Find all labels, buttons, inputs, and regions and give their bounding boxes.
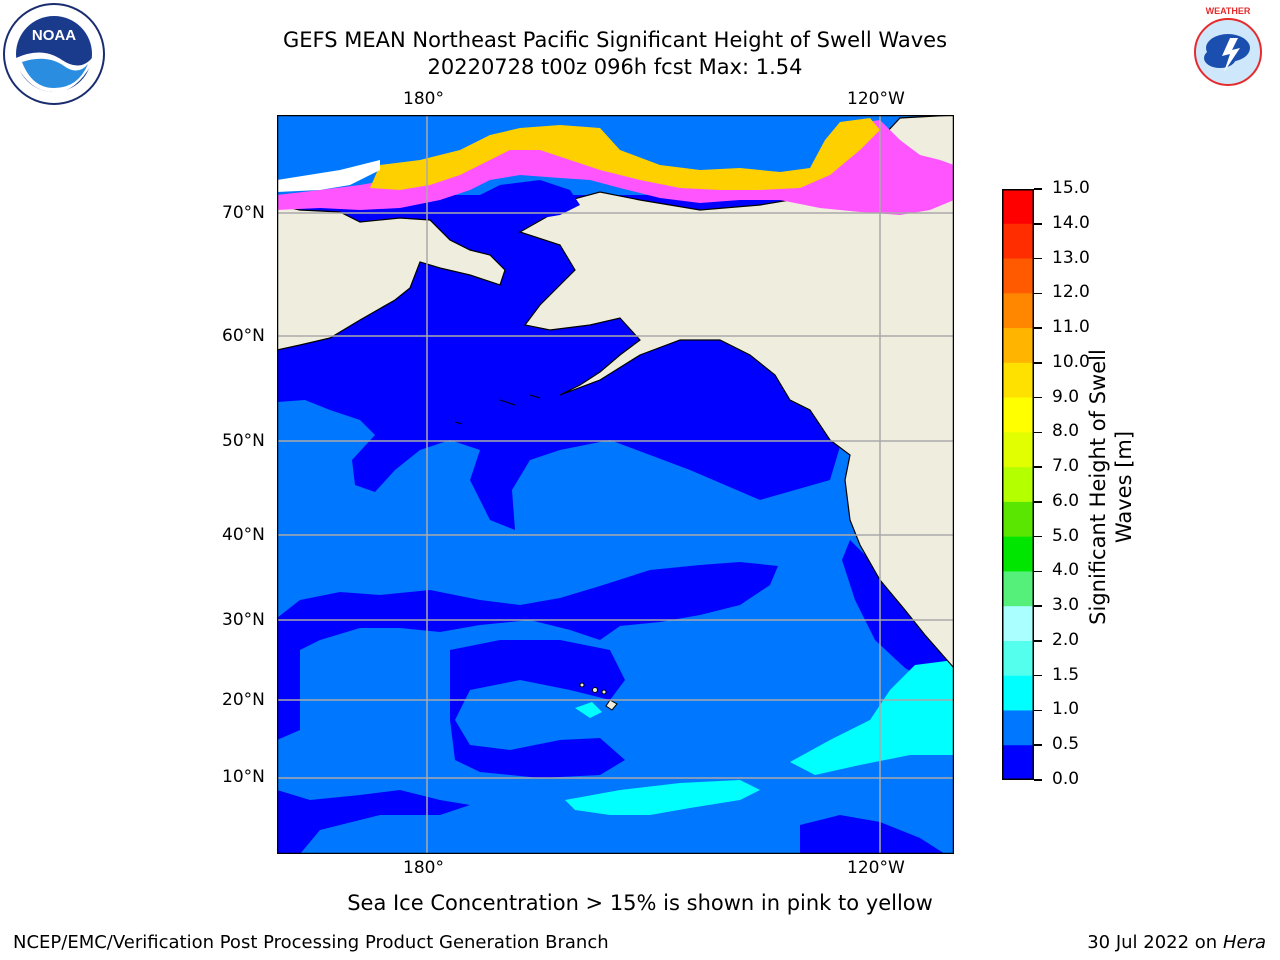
colorbar-tick-label: 14.0 [1052, 212, 1090, 233]
colorbar-bin-7.0-8.0 [1002, 432, 1034, 468]
colorbar-bin-0.5-1.0 [1002, 710, 1034, 746]
svg-text:NOAA: NOAA [32, 27, 76, 44]
colorbar-bin-6.0-7.0 [1002, 467, 1034, 503]
lon-label-bottom-180: 180° [403, 858, 444, 878]
colorbar-tick-label: 1.0 [1052, 699, 1080, 720]
lat-label-30n: 30°N [222, 610, 265, 630]
colorbar-bin-13.0-14.0 [1002, 223, 1034, 260]
lat-label-20n: 20°N [222, 690, 265, 710]
colorbar-tick-mark [1034, 431, 1042, 434]
colorbar-tick-mark [1034, 570, 1042, 573]
colorbar-tick-label: 0.5 [1052, 734, 1080, 755]
colorbar-bin-1.0-1.5 [1002, 675, 1034, 711]
colorbar-tick-mark [1034, 779, 1042, 781]
swell-0-0.5-subtropical-blob [450, 640, 625, 778]
colorbar-bin-5.0-6.0 [1002, 501, 1034, 538]
colorbar-bin-0.0-0.5 [1002, 745, 1034, 781]
map-panel [276, 114, 955, 855]
land-aleutians [454, 394, 541, 425]
colorbar-tick-label: 10.0 [1052, 351, 1090, 372]
lon-label-bottom-120w: 120°W [847, 858, 905, 878]
lat-label-10n: 10°N [222, 767, 265, 787]
colorbar-bin-12.0-13.0 [1002, 258, 1034, 294]
colorbar-tick-mark [1034, 535, 1042, 538]
gridlines [277, 115, 954, 854]
colorbar-tick-label: 4.0 [1052, 560, 1080, 581]
lon-label-top-120w: 120°W [847, 89, 905, 109]
svg-text:WEATHER: WEATHER [1206, 6, 1251, 16]
colorbar-tick-label: 11.0 [1052, 317, 1090, 338]
land-siberia [277, 204, 506, 351]
colorbar-label: Significant Height of Swell Waves [m] [1085, 307, 1139, 667]
colorbar-bin-4.0-5.0 [1002, 536, 1034, 572]
colorbar-tick-label: 5.0 [1052, 525, 1080, 546]
colorbar-tick-mark [1034, 674, 1042, 677]
colorbar-tick-mark [1034, 501, 1042, 503]
footer-right: 30 Jul 2022 on Hera [1087, 932, 1266, 953]
map-svg [276, 114, 955, 855]
colorbar-tick-label: 12.0 [1052, 282, 1090, 303]
swell-0-0.5-southeast-patch [800, 815, 945, 854]
colorbar-tick-mark [1034, 257, 1042, 260]
colorbar-bin-1.5-2.0 [1002, 640, 1034, 677]
colorbar-tick-mark [1034, 362, 1042, 364]
swell-1.0-1.5-small-patch [575, 702, 602, 718]
colorbar-tick-mark [1034, 223, 1042, 225]
map-frame [276, 114, 955, 855]
colorbar-bin-2.0-3.0 [1002, 606, 1034, 642]
footer-date: 30 Jul 2022 on [1087, 932, 1223, 953]
colorbar [1002, 189, 1034, 781]
sea-ice-white-gap [277, 160, 380, 192]
colorbar-tick-label: 6.0 [1052, 490, 1080, 511]
colorbar-tick-mark [1034, 744, 1042, 746]
colorbar-tick-label: 1.5 [1052, 664, 1080, 685]
chukchi-open-water [470, 180, 580, 222]
nws-logo: WEATHER [1178, 2, 1278, 102]
colorbar-label-line2: Waves [m] [1112, 430, 1136, 544]
swell-1.0-1.5-south-patch [565, 780, 760, 815]
colorbar-label-line1: Significant Height of Swell [1086, 349, 1110, 625]
colorbar-tick-mark [1034, 292, 1042, 295]
colorbar-bin-3.0-4.0 [1002, 571, 1034, 607]
colorbar-tick-label: 15.0 [1052, 178, 1090, 198]
colorbar-bin-8.0-9.0 [1002, 397, 1034, 433]
lat-label-50n: 50°N [222, 431, 265, 451]
lon-label-top-180: 180° [403, 89, 444, 109]
noaa-logo: NOAA [2, 2, 106, 106]
colorbar-bin-10.0-11.0 [1002, 328, 1034, 364]
footer-left: NCEP/EMC/Verification Post Processing Pr… [13, 932, 609, 953]
colorbar-tick-mark [1034, 188, 1042, 190]
colorbar-tick-mark [1034, 466, 1042, 468]
swell-0-0.5-central-band [277, 562, 778, 740]
colorbar-tick-mark [1034, 327, 1042, 329]
colorbar-svg [1002, 189, 1034, 781]
plot-title-line2: 20220728 t00z 096h fcst Max: 1.54 [427, 55, 803, 79]
colorbar-tick-label: 13.0 [1052, 247, 1090, 268]
colorbar-tick-label: 2.0 [1052, 629, 1080, 650]
colorbar-tick-mark [1034, 605, 1042, 607]
lat-label-70n: 70°N [222, 203, 265, 223]
colorbar-tick-label: 0.0 [1052, 769, 1080, 789]
footer-host: Hera [1222, 932, 1266, 953]
lat-label-40n: 40°N [222, 525, 265, 545]
colorbar-tick-mark [1034, 709, 1042, 712]
colorbar-bin-11.0-12.0 [1002, 293, 1034, 329]
swell-1.0-1.5-east-patch [790, 660, 954, 775]
colorbar-bin-14.0-15.0 [1002, 189, 1034, 225]
swell-0-0.5-southwest-band [277, 790, 470, 854]
sea-ice-note: Sea Ice Concentration > 15% is shown in … [347, 891, 933, 915]
land-hawaii [579, 682, 618, 711]
lat-label-60n: 60°N [222, 326, 265, 346]
colorbar-bin-9.0-10.0 [1002, 362, 1034, 399]
plot-title-line1: GEFS MEAN Northeast Pacific Significant … [282, 28, 948, 52]
colorbar-frame [1002, 189, 1034, 780]
colorbar-tick-mark [1034, 640, 1042, 642]
colorbar-tick-label: 9.0 [1052, 386, 1080, 407]
colorbar-tick-label: 3.0 [1052, 595, 1080, 616]
colorbar-tick-label: 7.0 [1052, 456, 1080, 477]
sea-ice-yellow-band [370, 118, 880, 190]
colorbar-tick-mark [1034, 396, 1042, 399]
colorbar-tick-label: 8.0 [1052, 421, 1080, 442]
